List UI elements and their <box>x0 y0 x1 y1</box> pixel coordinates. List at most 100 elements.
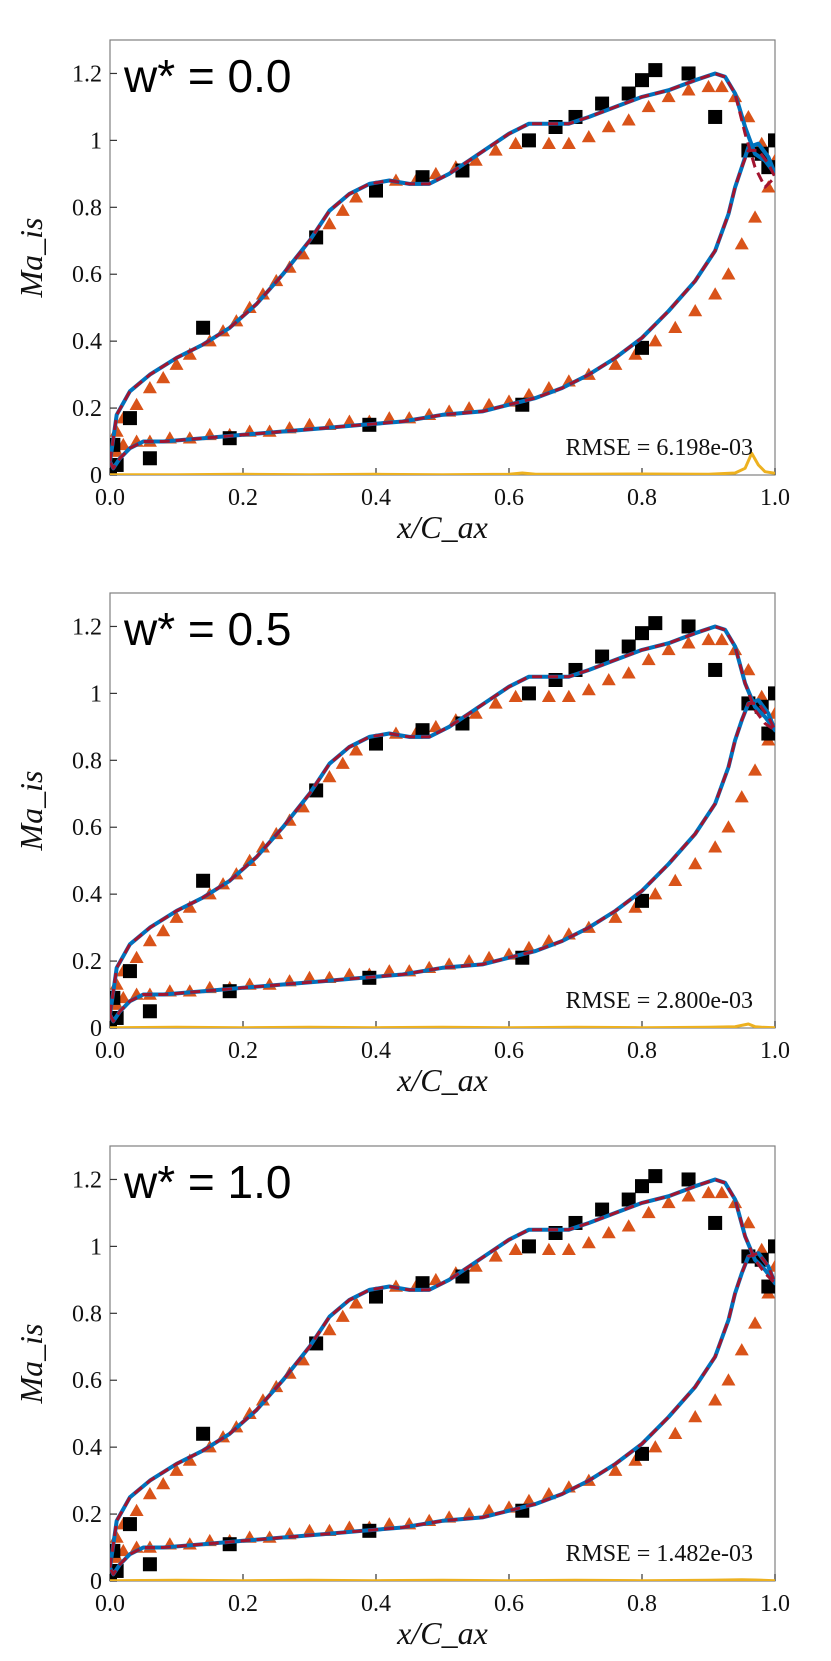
y-tick-label: 0.6 <box>72 262 102 288</box>
x-axis-label: x/C_ax <box>396 1062 488 1098</box>
experiment-marker <box>648 63 663 78</box>
experiment-marker <box>521 686 536 701</box>
series-line-error <box>110 1022 775 1028</box>
experiment-marker <box>196 873 211 888</box>
experiment-marker <box>122 964 137 979</box>
y-tick-label: 1 <box>90 1234 102 1260</box>
triangle-marker <box>641 652 656 666</box>
triangle-marker <box>428 1272 443 1286</box>
experiment-marker <box>621 86 636 101</box>
experiment-marker <box>761 726 775 741</box>
rmse-annotation: RMSE = 1.482e-03 <box>565 1541 753 1567</box>
x-tick-label: 0.0 <box>95 1038 125 1064</box>
triangle-marker <box>242 1406 257 1419</box>
triangle-marker <box>648 334 663 347</box>
triangle-marker <box>648 1440 663 1453</box>
triangle-marker <box>508 689 523 702</box>
panel-title: w* = 0.5 <box>123 603 292 655</box>
triangle-marker <box>734 1343 749 1356</box>
triangle-marker <box>488 143 503 156</box>
triangle-marker <box>708 287 723 300</box>
chart-panel-1: 0.0 0.2 0.4 0.6 0.8 1.0 0 0.2 0.4 0.6 0.8 1 1.2 x/C_a… <box>0 0 831 553</box>
chart-svg-2: 0.0 0.2 0.4 0.6 0.8 1.0 0 0.2 0.4 0.6 0.8 1 1.2 x/C_a… <box>13 592 790 1098</box>
series-line-error <box>110 1578 775 1581</box>
triangle-marker <box>668 320 683 334</box>
triangle-marker <box>322 1323 337 1336</box>
x-tick-label: 0.8 <box>627 1038 657 1064</box>
triangle-marker <box>382 411 397 424</box>
x-tick-label: 0.2 <box>228 1591 258 1617</box>
triangle-marker <box>335 1309 350 1322</box>
triangle-marker <box>708 1393 723 1406</box>
experiment-marker <box>595 96 610 111</box>
experiment-marker <box>708 662 723 677</box>
experiment-marker <box>142 1557 157 1572</box>
experiment-marker <box>681 66 696 81</box>
triangle-marker <box>688 857 703 870</box>
experiment-marker <box>708 1215 723 1230</box>
chart-panel-2: 0.0 0.2 0.4 0.6 0.8 1.0 0 0.2 0.4 0.6 0.8 1 1.2 x/C_a… <box>0 553 831 1106</box>
rmse-annotation: RMSE = 2.800e-03 <box>565 988 753 1014</box>
experiment-marker <box>635 340 649 355</box>
experiment-marker <box>648 616 663 631</box>
y-tick-label: 0.4 <box>72 882 102 908</box>
plot-frame <box>109 1145 776 1582</box>
series-line-red <box>110 72 775 470</box>
experiment-marker <box>768 133 775 148</box>
triangle-marker <box>721 1373 736 1386</box>
plot-series-group <box>110 616 775 1028</box>
y-tick-label: 1 <box>90 681 102 707</box>
triangle-marker <box>581 683 596 696</box>
triangle-marker <box>255 840 270 853</box>
triangle-marker <box>621 113 636 126</box>
y-tick-label: 0.8 <box>72 748 102 774</box>
triangle-marker <box>601 673 616 686</box>
triangle-marker <box>156 1476 171 1490</box>
triangle-marker <box>182 900 197 913</box>
triangle-marker <box>255 1393 270 1406</box>
experiment-marker <box>621 1192 636 1207</box>
plot-series-group <box>110 1169 775 1581</box>
experiment-marker <box>635 1179 649 1194</box>
x-tick-label: 0.0 <box>95 1591 125 1617</box>
x-tick-label: 0.8 <box>627 1591 657 1617</box>
triangle-marker <box>641 99 656 113</box>
triangle-marker <box>242 300 257 313</box>
x-tick-label: 0.4 <box>361 1038 391 1064</box>
y-tick-label: 0 <box>90 1016 102 1042</box>
triangle-marker <box>621 666 636 679</box>
y-tick-label: 0.8 <box>72 195 102 221</box>
triangle-marker <box>748 1316 763 1329</box>
triangle-marker <box>169 357 184 370</box>
triangle-marker <box>701 79 716 93</box>
plot-series-group <box>110 63 775 475</box>
triangle-marker <box>621 1219 636 1232</box>
triangle-marker <box>601 120 616 133</box>
triangle-marker <box>428 719 443 733</box>
y-axis-label: Ma_is <box>13 218 49 299</box>
y-tick-label: 0.2 <box>72 949 102 975</box>
x-tick-label: 0.0 <box>95 485 125 511</box>
triangle-marker <box>182 1453 197 1466</box>
y-tick-label: 1.2 <box>72 614 102 640</box>
x-axis-label: x/C_ax <box>396 1615 488 1651</box>
triangle-marker <box>129 397 144 410</box>
experiment-marker <box>595 1202 610 1217</box>
experiment-marker <box>142 451 157 466</box>
triangle-marker <box>302 417 317 431</box>
experiment-marker <box>415 723 430 738</box>
triangle-marker <box>302 1523 317 1537</box>
triangle-marker <box>142 934 157 947</box>
y-tick-label: 0.2 <box>72 1502 102 1528</box>
experiment-marker <box>122 1517 137 1532</box>
experiment-marker <box>595 649 610 664</box>
x-tick-label: 0.4 <box>361 1591 391 1617</box>
triangle-marker <box>561 1242 576 1255</box>
triangle-marker <box>488 696 503 709</box>
triangle-marker <box>428 166 443 180</box>
triangle-marker <box>661 89 676 103</box>
triangle-marker <box>668 1426 683 1440</box>
triangle-marker <box>748 210 763 223</box>
experiment-marker <box>122 411 137 426</box>
triangle-marker <box>382 964 397 977</box>
